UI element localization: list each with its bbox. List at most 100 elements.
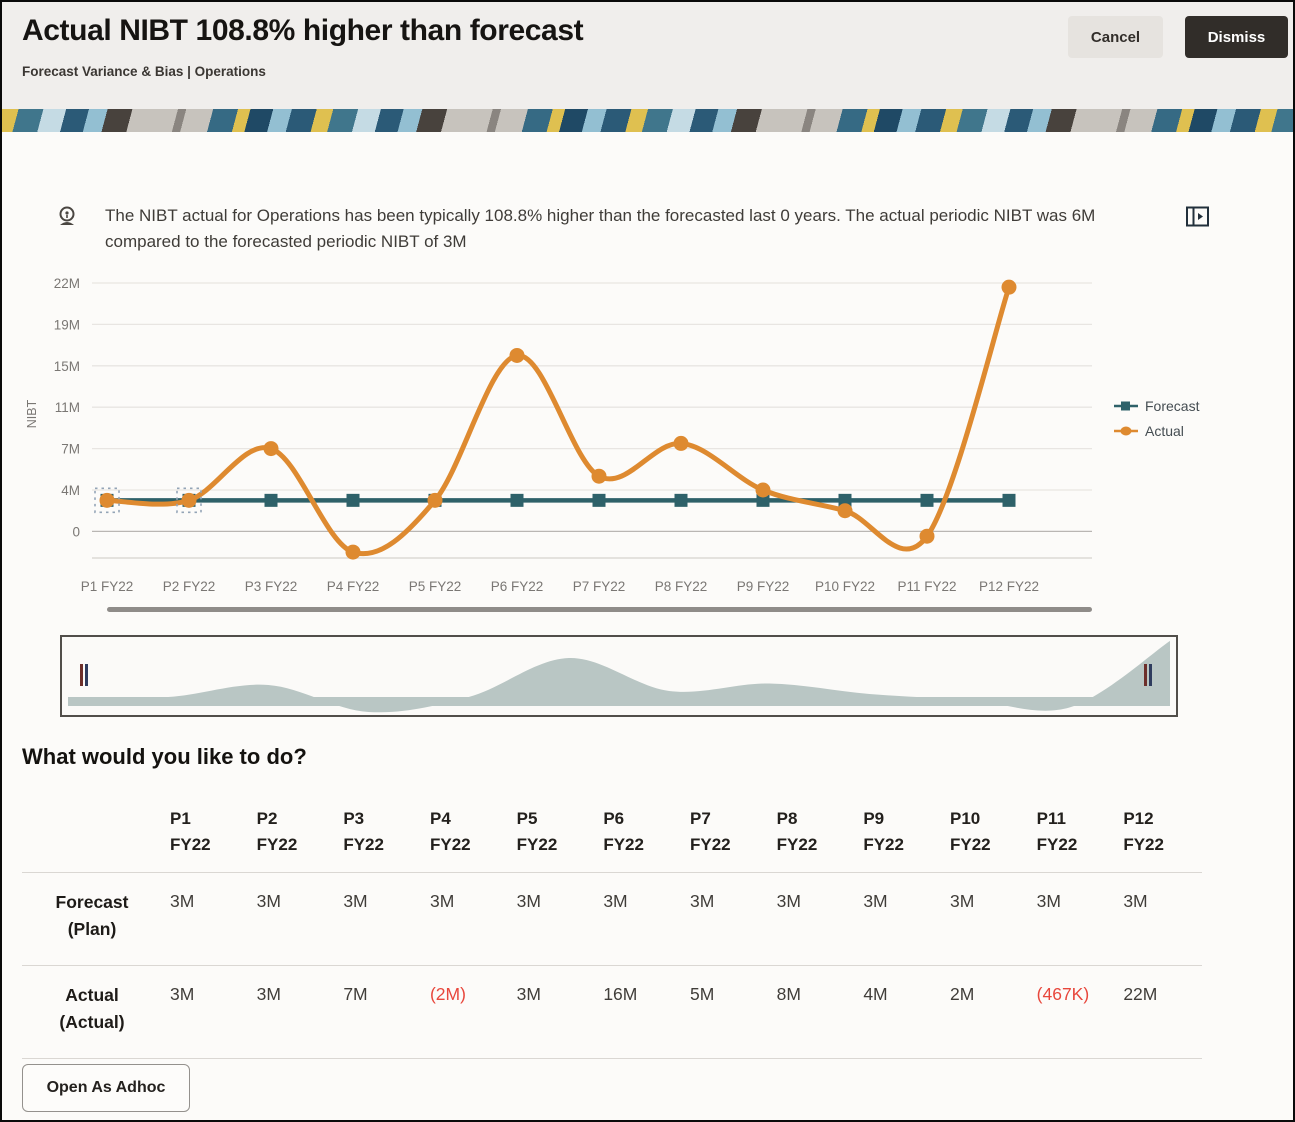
decorative-pattern-banner <box>2 109 1293 132</box>
x-axis-label: P4 FY22 <box>327 579 380 594</box>
table-corner-cell <box>22 792 162 872</box>
y-axis-title: NIBT <box>25 399 39 428</box>
table-cell: 16M <box>603 984 638 1004</box>
actual-point[interactable] <box>427 492 443 508</box>
expand-panel-button[interactable] <box>1185 204 1211 230</box>
forecast-point[interactable] <box>1002 493 1016 507</box>
actual-point[interactable] <box>837 503 853 519</box>
slider-left-handle[interactable] <box>80 664 88 686</box>
legend-label: Actual <box>1145 423 1184 439</box>
y-tick-label: 22M <box>54 276 80 291</box>
actual-point[interactable] <box>1001 279 1017 295</box>
table-cell: 3M <box>603 891 628 911</box>
table-cell: 3M <box>1036 891 1061 911</box>
x-axis-label: P10 FY22 <box>815 579 875 594</box>
actual-point[interactable] <box>263 441 279 457</box>
table-cell: 3M <box>516 984 541 1004</box>
forecast-point[interactable] <box>346 493 360 507</box>
forecast-point[interactable] <box>756 493 770 507</box>
legend-item-actual[interactable]: Actual <box>1114 423 1199 439</box>
table-cell: 8M <box>776 984 801 1004</box>
y-tick-label: 0 <box>72 524 80 539</box>
actual-point[interactable] <box>591 468 607 484</box>
breadcrumb: Forecast Variance & Bias | Operations <box>22 64 266 79</box>
actual-point[interactable] <box>99 492 115 508</box>
table-header-cell: P7 FY22 <box>689 809 731 854</box>
x-axis-label: P11 FY22 <box>897 579 956 594</box>
table-cell: 3M <box>863 891 888 911</box>
table-cell: 22M <box>1123 984 1158 1004</box>
table-header-cell: P4 FY22 <box>429 809 471 854</box>
circle-marker-icon <box>1114 426 1138 436</box>
legend-label: Forecast <box>1145 398 1200 414</box>
chart-horizontal-scrollbar[interactable] <box>107 607 1092 612</box>
table-cell: 5M <box>689 984 715 1004</box>
slider-right-handle[interactable] <box>1144 664 1152 686</box>
open-as-adhoc-button[interactable]: Open As Adhoc <box>22 1064 190 1112</box>
x-axis-label: P9 FY22 <box>737 579 790 594</box>
forecast-point[interactable] <box>510 493 524 507</box>
table-cell: 3M <box>429 891 455 911</box>
expand-panel-icon <box>1186 206 1209 227</box>
table-header-cell: P8 FY22 <box>776 809 818 854</box>
table-cell: 3M <box>1123 891 1148 911</box>
forecast-point[interactable] <box>674 493 688 507</box>
chart-range-slider[interactable] <box>60 635 1178 717</box>
actual-point[interactable] <box>919 528 935 544</box>
x-axis-label: P6 FY22 <box>491 579 544 594</box>
table-header-cell: P3 FY22 <box>343 809 384 854</box>
table-row-label: Forecast (Plan) <box>55 892 129 939</box>
dismiss-button[interactable]: Dismiss <box>1185 16 1288 58</box>
table-header-cell: P2 FY22 <box>256 809 298 854</box>
x-axis-label: P5 FY22 <box>409 579 462 594</box>
table-cell: 4M <box>863 984 888 1004</box>
actual-point[interactable] <box>509 347 525 363</box>
actual-line[interactable] <box>104 284 1012 557</box>
y-tick-label: 4M <box>61 483 80 498</box>
actual-point[interactable] <box>181 492 197 508</box>
table-cell: 3M <box>776 891 801 911</box>
forecast-point[interactable] <box>264 493 278 507</box>
y-tick-label: 19M <box>54 317 80 332</box>
table-row-label: Actual (Actual) <box>59 985 125 1032</box>
forecast-point[interactable] <box>838 493 852 507</box>
table-header-cell: P11 FY22 <box>1036 809 1078 854</box>
page-title: Actual NIBT 108.8% higher than forecast <box>22 14 584 47</box>
x-axis-label: P8 FY22 <box>655 579 708 594</box>
insight-bell-icon <box>54 204 80 230</box>
selected-point-indicator <box>176 487 202 514</box>
dialog-header: Actual NIBT 108.8% higher than forecast … <box>2 2 1293 109</box>
insight-summary-text: The NIBT actual for Operations has been … <box>105 206 1096 251</box>
variance-line-chart[interactable]: 22M 19M 15M 11M 7M 4M 0 NIBT P1 FY22 P2 FY22 P3 FY… <box>20 264 1105 622</box>
x-axis-label: P1 FY22 <box>81 579 134 594</box>
table-cell: 3M <box>949 891 975 911</box>
forecast-point[interactable] <box>592 493 606 507</box>
x-axis-label: P3 FY22 <box>245 579 298 594</box>
x-axis-label: P12 FY22 <box>979 579 1039 594</box>
table-header-cell: P1 FY22 <box>170 809 211 854</box>
cancel-button[interactable]: Cancel <box>1068 16 1163 58</box>
table-cell: 3M <box>343 891 368 911</box>
table-header-cell: P9 FY22 <box>863 809 904 854</box>
table-header-row: P1 FY22 P2 FY22 P3 FY22 P4 FY22 P5 FY22 P6 FY… <box>22 792 1202 873</box>
square-marker-icon <box>1114 401 1138 411</box>
actual-point[interactable] <box>755 482 771 498</box>
section-question: What would you like to do? <box>22 744 307 769</box>
table-header-cell: P10 FY22 <box>949 809 991 854</box>
table-cell: 3M <box>170 891 195 911</box>
legend-item-forecast[interactable]: Forecast <box>1114 398 1199 414</box>
y-tick-label: 15M <box>54 359 80 374</box>
chart-legend: Forecast Actual <box>1114 398 1199 439</box>
table-header-cell: P5 FY22 <box>516 809 558 854</box>
table-cell: (467K) <box>1036 984 1090 1004</box>
forecast-actual-table: P1 FY22 P2 FY22 P3 FY22 P4 FY22 P5 FY22 P6 FY… <box>22 792 1202 1059</box>
forecast-point[interactable] <box>920 493 934 507</box>
table-cell: 3M <box>689 891 715 911</box>
table-cell: 3M <box>256 984 281 1004</box>
actual-point[interactable] <box>673 435 689 451</box>
y-tick-label: 7M <box>61 442 80 457</box>
table-row: Actual (Actual) 3M 3M 7M (2M) 3M 16M 5M 8M 4M 2M (4… <box>22 966 1202 1059</box>
actual-point[interactable] <box>345 544 361 560</box>
table-cell: 3M <box>256 891 281 911</box>
